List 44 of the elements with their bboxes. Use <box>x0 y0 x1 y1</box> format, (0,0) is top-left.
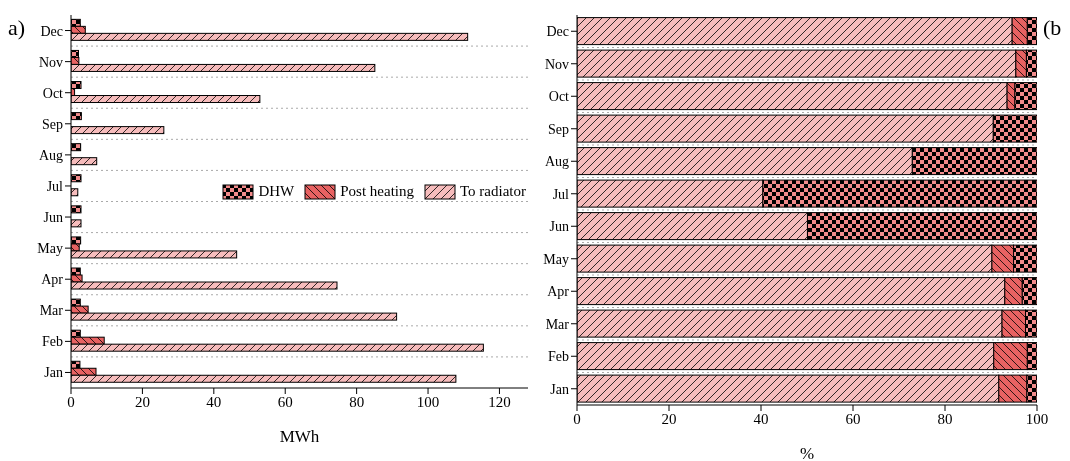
y-tick-label: Sep <box>42 116 63 132</box>
y-tick-label: Jan <box>550 381 569 397</box>
x-tick-label: 40 <box>753 410 769 427</box>
y-tick-label: Aug <box>544 154 569 170</box>
y-tick-label: Feb <box>548 349 569 365</box>
y-tick-label: Mar <box>39 303 64 319</box>
x-axis-title: % <box>799 444 815 461</box>
legend-label: Post heating <box>340 183 414 200</box>
x-tick-label: 60 <box>845 410 861 427</box>
x-tick-label: 0 <box>67 393 75 410</box>
x-tick-label: 40 <box>206 393 222 410</box>
y-tick-label: Jun <box>43 210 63 226</box>
x-tick-label: 100 <box>416 393 440 410</box>
y-tick-label: Nov <box>544 56 569 72</box>
y-tick-label: Aug <box>38 147 63 163</box>
y-tick-label: May <box>37 241 63 257</box>
y-tick-label: Jul <box>552 186 570 202</box>
x-tick-label: 80 <box>937 410 953 427</box>
x-tick-label: 0 <box>573 410 581 427</box>
y-tick-label: Oct <box>548 89 570 105</box>
x-tick-label: 100 <box>1025 410 1049 427</box>
y-tick-label: Feb <box>42 334 63 350</box>
x-tick-label: 20 <box>134 393 150 410</box>
x-tick-label: 20 <box>661 410 677 427</box>
y-tick-label: Jan <box>44 365 63 381</box>
x-tick-label: 80 <box>349 393 365 410</box>
y-tick-label: May <box>543 251 569 267</box>
x-axis-title: MWh <box>279 427 320 446</box>
text: (b <box>1043 15 1062 41</box>
y-tick-label: Sep <box>548 121 569 137</box>
y-tick-label: Dec <box>40 23 63 39</box>
y-tick-label: Nov <box>38 54 63 70</box>
text: a) <box>8 15 26 41</box>
x-tick-label: 60 <box>277 393 293 410</box>
y-tick-label: Mar <box>545 316 570 332</box>
y-tick-label: Apr <box>41 272 64 288</box>
y-tick-label: Apr <box>547 284 570 300</box>
y-tick-label: Jun <box>549 219 569 235</box>
y-tick-label: Dec <box>546 24 569 40</box>
x-tick-label: 120 <box>488 393 511 410</box>
y-tick-label: Jul <box>46 178 64 194</box>
legend-label: To radiator <box>459 183 526 200</box>
legend-label: DHW <box>258 183 295 200</box>
y-tick-label: Oct <box>42 85 64 101</box>
